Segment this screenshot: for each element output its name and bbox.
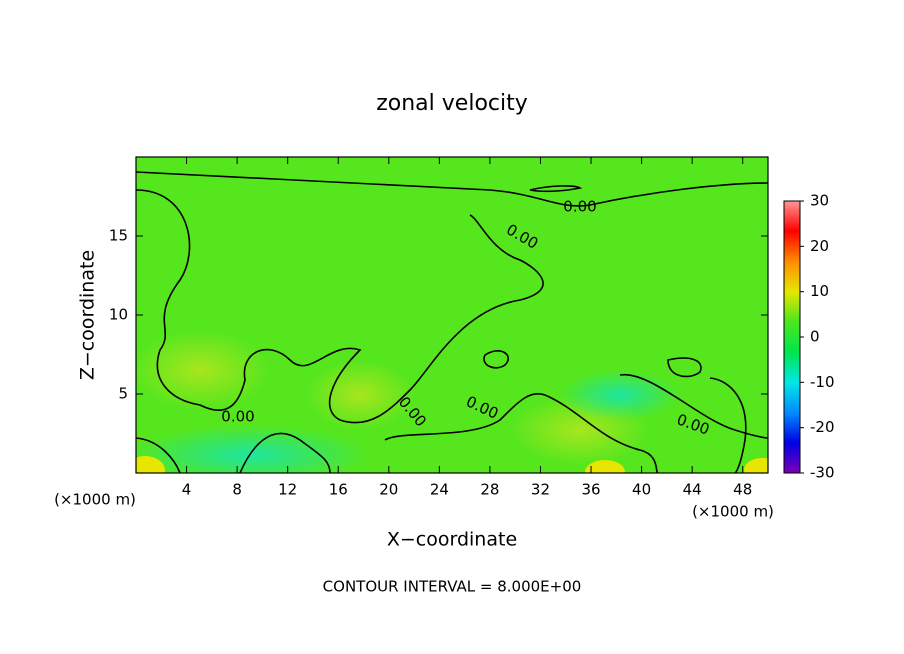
colorbar-tick-label: 20	[810, 237, 829, 255]
colorbar-tick-label: 30	[810, 192, 829, 210]
x-axis-label: X−coordinate	[387, 529, 517, 551]
x-tick-label: 8	[232, 481, 242, 499]
contour-line	[529, 185, 583, 193]
contour-line	[667, 357, 702, 378]
contour-lines	[136, 171, 768, 473]
x-tick-label: 20	[379, 481, 398, 499]
contour-line	[136, 437, 181, 473]
y-tick-label: 5	[118, 385, 128, 403]
contour-line	[239, 432, 331, 473]
x-tick-label: 28	[480, 481, 499, 499]
colorbar-tick-label: -20	[810, 418, 835, 436]
x-tick-label: 44	[683, 481, 702, 499]
y-tick-label: 15	[109, 227, 128, 245]
y-axis-label: Z−coordinate	[77, 250, 99, 380]
x-tick-label: 36	[581, 481, 600, 499]
contour-line	[619, 374, 768, 439]
x-unit: (×1000 m)	[692, 503, 774, 521]
contour-label: 0.00	[221, 408, 254, 426]
colorbar	[783, 200, 801, 474]
contour-line	[709, 377, 747, 473]
x-tick-label: 24	[430, 481, 449, 499]
x-tick-label: 16	[329, 481, 348, 499]
contour-line	[136, 189, 544, 424]
contour-line	[384, 393, 659, 473]
contour-line	[483, 350, 509, 369]
colorbar-tick-label: 10	[810, 282, 829, 300]
field	[136, 157, 768, 473]
x-tick-label: 32	[531, 481, 550, 499]
x-tick-label: 40	[632, 481, 651, 499]
contour-label: 0.00	[563, 198, 596, 216]
colorbar-tick-label: 0	[810, 328, 820, 346]
colorbar-tick-label: -30	[810, 464, 835, 482]
x-tick-label: 12	[278, 481, 297, 499]
colorbar-tick-label: -10	[810, 373, 835, 391]
contour-line	[136, 171, 768, 207]
y-tick-label: 10	[109, 306, 128, 324]
x-tick-label: 48	[733, 481, 752, 499]
x-tick-label: 4	[182, 481, 192, 499]
footer: CONTOUR INTERVAL = 8.000E+00	[323, 578, 582, 596]
chart-title: zonal velocity	[376, 91, 528, 116]
x-unit: (×1000 m)	[54, 491, 136, 509]
